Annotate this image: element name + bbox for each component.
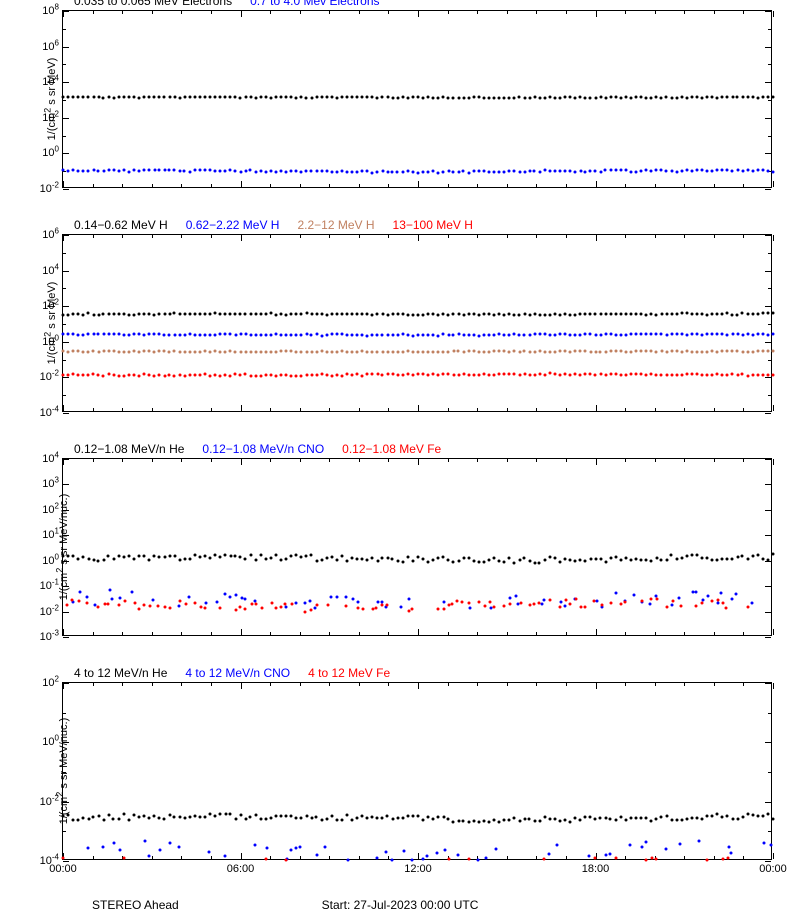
panel-2-ytick-label: 103 <box>42 478 59 490</box>
panel-2-ytick-label: 10-1 <box>40 580 59 592</box>
panel-1-legend-item-0: 0.14−0.62 MeV H <box>74 218 168 232</box>
panel-2-ytick-label: 102 <box>42 504 59 516</box>
panel-1-plot-area: 1/(cm2 s sr MeV)10-410-2100102104106 <box>62 234 772 412</box>
panel-2-legend-item-1: 0.12−1.08 MeV/n CNO <box>202 442 324 456</box>
panel-1-ytick-label: 106 <box>42 229 59 241</box>
panel-2-ytick-label: 10-2 <box>40 606 59 618</box>
panel-3-legend-item-2: 4 to 12 MeV Fe <box>308 666 390 680</box>
panel-1-series-3 <box>63 235 771 411</box>
panel-0-ylabel: 1/(cm2 s sr MeV) <box>43 58 59 141</box>
x-tick-label: 00:00 <box>49 863 77 875</box>
panel-0-legend: 0.035 to 0.065 MeV Electrons 0.7 to 4.0 M… <box>74 0 398 8</box>
panel-2-legend-item-2: 0.12−1.08 MeV Fe <box>342 442 441 456</box>
panel-3-plot-area: 1/(cm2 s sr MeV/nuc.)10-410-210010200:00… <box>62 682 772 860</box>
panel-1-ylabel: 1/(cm2 s sr MeV) <box>43 282 59 365</box>
panel-2-plot-area: 1/(cm2 s sr MeV/nuc.)10-310-210-11001011… <box>62 458 772 636</box>
footer-start-time-label: Start: 27-Jul-2023 00:00 UTC <box>0 898 800 912</box>
panel-1-ytick-label: 102 <box>42 300 59 312</box>
panel-0: 0.035 to 0.065 MeV Electrons0.7 to 4.0 M… <box>62 10 772 206</box>
x-tick-label: 18:00 <box>582 863 610 875</box>
panel-3-legend: 4 to 12 MeV/n He 4 to 12 MeV/n CNO 4 to 12… <box>74 666 408 680</box>
panel-1-legend: 0.14−0.62 MeV H 0.62−2.22 MeV H 2.2−12 MeV… <box>74 218 491 232</box>
panel-2-ytick-label: 104 <box>42 453 59 465</box>
panel-1-ytick-label: 104 <box>42 265 59 277</box>
panel-3-ytick-label: 10-2 <box>40 796 59 808</box>
panel-3-ytick-label: 100 <box>42 736 59 748</box>
x-tick-label: 12:00 <box>404 863 432 875</box>
panel-2-ytick-label: 101 <box>42 529 59 541</box>
panel-2-ytick-label: 100 <box>42 555 59 567</box>
panel-0-series-1 <box>63 11 771 187</box>
panel-1-ytick-label: 100 <box>42 336 59 348</box>
panel-1-legend-item-2: 2.2−12 MeV H <box>297 218 374 232</box>
panel-0-ytick-label: 108 <box>42 5 59 17</box>
panel-0-legend-item-1: 0.7 to 4.0 Mev Electrons <box>250 0 379 8</box>
panel-2-series-2 <box>63 459 771 635</box>
panel-3-ytick-label: 102 <box>42 677 59 689</box>
panel-2-legend-item-0: 0.12−1.08 MeV/n He <box>74 442 184 456</box>
panel-1-legend-item-3: 13−100 MeV H <box>393 218 473 232</box>
panel-3-legend-item-0: 4 to 12 MeV/n He <box>74 666 167 680</box>
panel-0-ytick-label: 102 <box>42 112 59 124</box>
panel-3-series-2 <box>63 683 771 859</box>
panel-2-legend: 0.12−1.08 MeV/n He 0.12−1.08 MeV/n CNO 0.1… <box>74 442 459 456</box>
panel-1: 0.14−0.62 MeV H0.62−2.22 MeV H2.2−12 MeV… <box>62 234 772 430</box>
panel-0-ytick-label: 106 <box>42 41 59 53</box>
panel-2-ytick-label: 10-3 <box>40 631 59 643</box>
panel-stack: 0.035 to 0.065 MeV Electrons0.7 to 4.0 M… <box>62 10 782 906</box>
panel-0-plot-area: 1/(cm2 s sr MeV)10-2100102104106108 <box>62 10 772 188</box>
x-tick-label: 06:00 <box>227 863 255 875</box>
panel-1-legend-item-1: 0.62−2.22 MeV H <box>186 218 280 232</box>
panel-0-ytick-label: 100 <box>42 147 59 159</box>
panel-1-ytick-label: 10-2 <box>40 371 59 383</box>
panel-0-ytick-label: 10-2 <box>40 183 59 195</box>
panel-0-legend-item-0: 0.035 to 0.065 MeV Electrons <box>74 0 232 8</box>
panel-3: 4 to 12 MeV/n He4 to 12 MeV/n CNO4 to 12… <box>62 682 772 878</box>
panel-1-ytick-label: 10-4 <box>40 407 59 419</box>
panel-3-legend-item-1: 4 to 12 MeV/n CNO <box>185 666 290 680</box>
panel-2: 0.12−1.08 MeV/n He0.12−1.08 MeV/n CNO0.1… <box>62 458 772 654</box>
x-tick-label: 00:00 <box>759 863 787 875</box>
panel-0-ytick-label: 104 <box>42 76 59 88</box>
